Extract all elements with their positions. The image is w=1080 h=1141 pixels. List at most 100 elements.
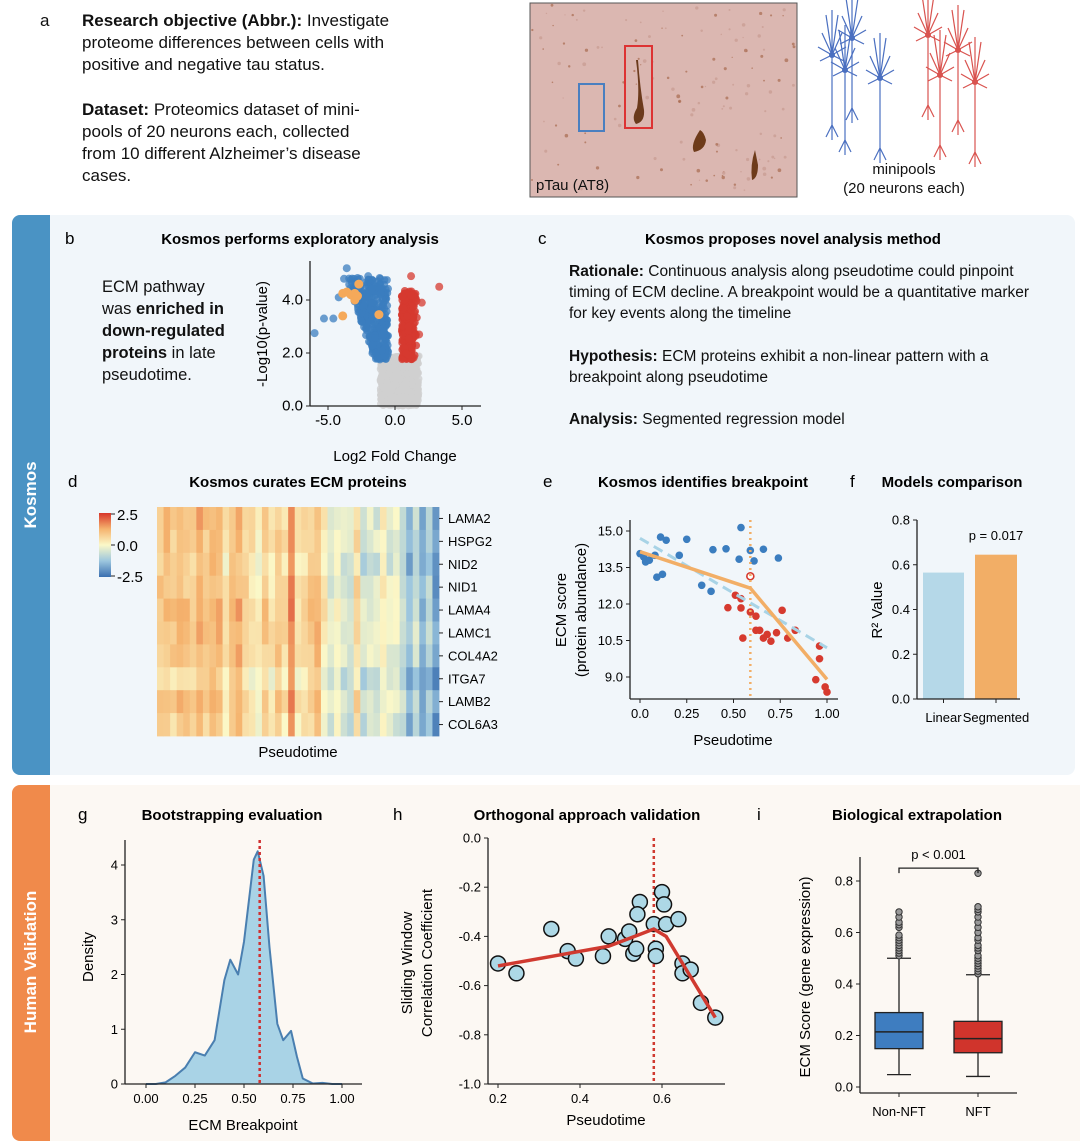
heatmap-cell: [406, 621, 414, 645]
hypothesis-label: Hypothesis:: [569, 348, 658, 365]
heatmap-cell: [353, 690, 361, 714]
heatmap-cell: [399, 598, 407, 622]
speckle: [564, 14, 566, 16]
neuron-dendrite: [869, 55, 881, 79]
g-x-tick-label: 0.25: [182, 1091, 207, 1106]
heatmap-cell: [189, 713, 197, 737]
speckle: [685, 70, 688, 73]
speckle: [700, 85, 704, 89]
dataset-description: Dataset: Proteomics dataset of mini-pool…: [82, 99, 382, 187]
heatmap-cell: [268, 644, 276, 668]
heatmap-cell: [307, 690, 315, 714]
heatmap-cell: [425, 690, 433, 714]
heatmap-cell: [176, 713, 184, 737]
tau-negative-point: [697, 581, 706, 590]
heatmap-cell: [320, 690, 328, 714]
down-point: [371, 334, 379, 342]
g-y-tick-label: 0: [111, 1077, 118, 1092]
heatmap-cell: [399, 552, 407, 577]
correlation-point: [647, 947, 665, 965]
neuron-dendrite: [951, 9, 959, 51]
heatmap-cell: [202, 621, 210, 645]
heatmap-cell: [393, 621, 401, 645]
heatmap-cell: [294, 552, 302, 577]
heatmap-cell: [327, 667, 335, 691]
heatmap-cell: [209, 529, 217, 554]
speckle: [777, 168, 782, 173]
heatmap-cell: [432, 690, 440, 714]
speckle: [712, 80, 716, 84]
h-y-tick-label: 0.0: [463, 831, 481, 846]
heatmap-cell: [307, 598, 315, 622]
speckle: [760, 54, 764, 58]
heatmap-cell: [320, 713, 328, 737]
heatmap-cell: [268, 713, 276, 737]
heatmap-cell: [261, 598, 269, 622]
ns-point: [413, 384, 421, 392]
speckle: [700, 29, 703, 32]
speckle: [635, 83, 638, 85]
heatmap-cell: [360, 598, 368, 622]
heatmap-cell: [307, 644, 315, 668]
heatmap-cell: [379, 621, 387, 645]
g-y-tick-label: 4: [111, 858, 118, 873]
tau-negative-point: [682, 535, 691, 544]
f-y-tick-label: 0.8: [892, 513, 910, 528]
down-point: [371, 349, 380, 357]
heatmap-cell: [189, 667, 197, 691]
heatmap-cell: [176, 598, 184, 622]
heatmap-cell: [340, 598, 348, 622]
ns-point: [380, 391, 388, 399]
heatmap-cell: [334, 644, 342, 668]
heatmap-cell: [268, 507, 276, 531]
heatmap-cell: [163, 575, 171, 599]
research-objective: Research objective (Abbr.): Investigate …: [82, 10, 412, 76]
gene-label-lamb2: LAMB2: [448, 694, 491, 709]
g-y-tick-label: 1: [111, 1022, 118, 1037]
heatmap-cell: [366, 507, 374, 531]
gene-label-nid1: NID1: [448, 580, 478, 595]
heatmap-cell: [366, 598, 374, 622]
e-x-tick-label: 0.0: [631, 706, 649, 721]
heatmap-cell: [347, 667, 355, 691]
heatmap-cell: [347, 621, 355, 645]
speckle: [633, 69, 636, 73]
speckle: [544, 149, 548, 153]
heatmap-cell: [163, 529, 171, 554]
minipools-line-2: (20 neurons each): [843, 180, 965, 197]
heatmap-cell: [393, 507, 401, 531]
ns-point: [403, 370, 411, 378]
heatmap-cell: [255, 529, 263, 554]
heatmap-cell: [386, 529, 394, 554]
tau-negative-point: [735, 555, 743, 564]
heatmap-cell: [196, 598, 204, 622]
gene-label-lama2: LAMA2: [448, 511, 491, 526]
tau-positive-point: [767, 637, 775, 646]
heatmap-cell: [347, 507, 355, 531]
heatmap-cell: [216, 644, 223, 668]
down-point: [319, 314, 328, 323]
tau-negative-point: [709, 545, 717, 554]
ns-point: [394, 394, 402, 402]
heatmap-cell: [399, 575, 407, 599]
heatmap-cell: [255, 598, 263, 622]
h-ylabel-1: Sliding Window: [399, 912, 416, 1015]
outlier-point: [974, 903, 982, 911]
tau-negative-box: [578, 83, 605, 132]
heatmap-cell: [242, 552, 250, 577]
heatmap-cell: [406, 644, 414, 668]
heatmap-cell: [268, 621, 276, 645]
heatmap-cell: [366, 644, 374, 668]
speckle: [531, 28, 534, 32]
heatmap-cell: [229, 713, 237, 737]
heatmap-cell: [379, 507, 387, 531]
heatmap-cell: [176, 552, 184, 577]
heatmap-cell: [353, 575, 361, 599]
speckle: [584, 141, 587, 144]
rationale-text: Continuous analysis along pseudotime cou…: [569, 263, 1030, 322]
neuron-terminal: [921, 104, 929, 118]
up-point: [407, 272, 416, 281]
neuron-dendrite: [939, 34, 947, 76]
up-point: [410, 351, 419, 360]
b-xlabel: Log2 Fold Change: [333, 448, 456, 465]
